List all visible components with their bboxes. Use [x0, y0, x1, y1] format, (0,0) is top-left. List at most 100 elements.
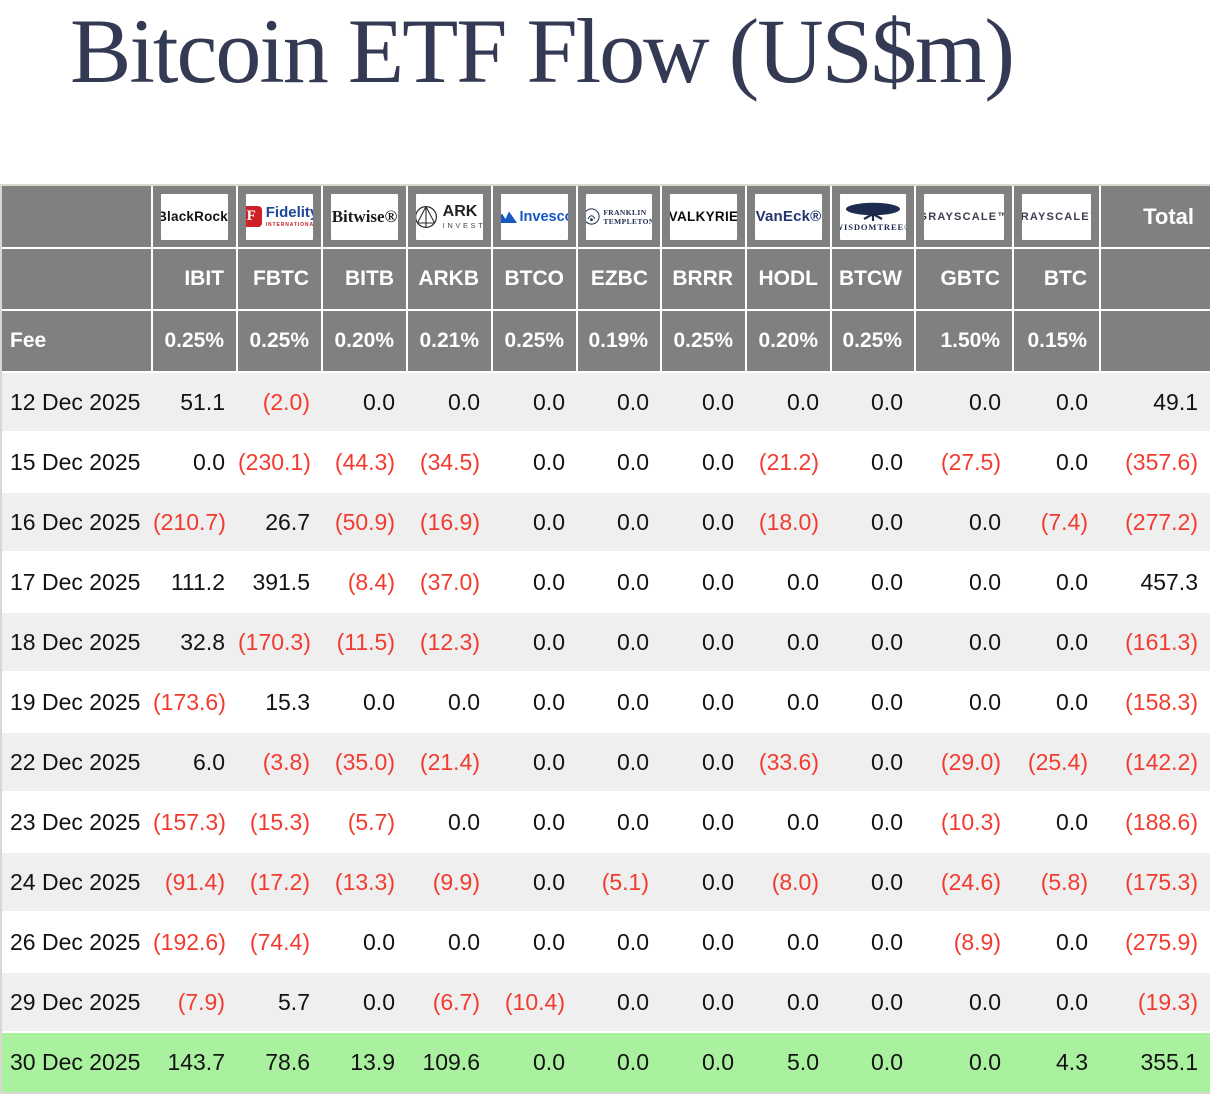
value-cell: (230.1)	[237, 431, 322, 492]
table-row: 29 Dec 2025 (7.9) 5.7 0.0 (6.7) (10.4) 0.0 0.0 0…	[2, 971, 1210, 1032]
table-row: 15 Dec 2025 0.0 (230.1) (44.3) (34.5) 0.0 0.0 0…	[2, 431, 1210, 492]
value-cell: (15.3)	[237, 791, 322, 852]
total-cell: (275.9)	[1100, 911, 1210, 972]
value-cell: 0.0	[492, 551, 577, 612]
ticker-cell: GBTC	[915, 248, 1014, 311]
date-cell: 18 Dec 2025	[2, 611, 152, 672]
value-cell: (5.7)	[322, 791, 407, 852]
ticker-cell: ARKB	[407, 248, 493, 311]
value-cell: 13.9	[322, 1031, 407, 1092]
value-cell: 0.0	[915, 611, 1013, 672]
value-cell: 109.6	[407, 1031, 492, 1092]
ticker-cell: BTC	[1013, 248, 1101, 311]
provider-logo-cell: WISDOMTREE®	[831, 186, 916, 249]
value-cell: 0.0	[915, 1031, 1013, 1092]
fidelity-logo: FFidelityINTERNATIONAL	[246, 205, 313, 228]
value-cell: (5.8)	[1013, 851, 1100, 912]
value-cell: 0.0	[915, 491, 1013, 552]
fidelity-logo-text: Fidelity	[265, 204, 313, 221]
logo-box: WISDOMTREE®	[840, 193, 906, 240]
etf-flow-table-container: BlackRock. FFidelityINTERNATIONAL Bitwise®…	[0, 184, 1210, 1094]
value-cell: 0.0	[831, 491, 915, 552]
value-cell: 15.3	[237, 671, 322, 732]
value-cell: 0.0	[492, 1031, 577, 1092]
value-cell: (210.7)	[152, 491, 237, 552]
provider-logo-cell: Invesco	[492, 186, 578, 249]
value-cell: 0.0	[746, 911, 831, 972]
value-cell: (33.6)	[746, 731, 831, 792]
corner-cell	[2, 248, 153, 311]
value-cell: 0.0	[492, 851, 577, 912]
value-cell: (21.2)	[746, 431, 831, 492]
value-cell: (173.6)	[152, 671, 237, 732]
value-cell: 0.0	[577, 371, 661, 432]
value-cell: 0.0	[661, 791, 746, 852]
value-cell: 0.0	[152, 431, 237, 492]
value-cell: 5.0	[746, 1031, 831, 1092]
value-cell: 0.0	[577, 551, 661, 612]
value-cell: (17.2)	[237, 851, 322, 912]
fee-cell: 0.25%	[492, 310, 578, 373]
grayscale-logo: GRAYSCALE™	[924, 210, 1004, 223]
value-cell: 0.0	[831, 791, 915, 852]
ticker-cell: FBTC	[237, 248, 323, 311]
table-row: 16 Dec 2025 (210.7) 26.7 (50.9) (16.9) 0.0 0.0…	[2, 491, 1210, 552]
provider-logo-cell: FFidelityINTERNATIONAL	[237, 186, 323, 249]
etf-flow-table: BlackRock. FFidelityINTERNATIONAL Bitwise®…	[2, 186, 1210, 1092]
ark-globe-icon	[416, 205, 437, 228]
total-cell: (161.3)	[1100, 611, 1210, 672]
table-row: 24 Dec 2025 (91.4) (17.2) (13.3) (9.9) 0.0 (5.…	[2, 851, 1210, 912]
value-cell: 0.0	[1013, 611, 1100, 672]
date-cell: 19 Dec 2025	[2, 671, 152, 732]
value-cell: 0.0	[746, 551, 831, 612]
value-cell: 0.0	[407, 791, 492, 852]
value-cell: 111.2	[152, 551, 237, 612]
value-cell: 6.0	[152, 731, 237, 792]
total-cell: 355.1	[1100, 1031, 1210, 1092]
fee-cell: 0.25%	[152, 310, 238, 373]
value-cell: 0.0	[746, 671, 831, 732]
date-cell: 30 Dec 2025	[2, 1031, 152, 1092]
fee-cell: 0.21%	[407, 310, 493, 373]
value-cell: 0.0	[746, 791, 831, 852]
value-cell: (44.3)	[322, 431, 407, 492]
logo-box: GRAYSCALE™	[1022, 193, 1091, 240]
value-cell: 0.0	[577, 791, 661, 852]
logo-box: Invesco	[501, 193, 568, 240]
value-cell: (157.3)	[152, 791, 237, 852]
value-cell: 0.0	[492, 611, 577, 672]
value-cell: 0.0	[322, 671, 407, 732]
value-cell: 0.0	[1013, 671, 1100, 732]
value-cell: 0.0	[1013, 791, 1100, 852]
value-cell: (21.4)	[407, 731, 492, 792]
value-cell: 78.6	[237, 1031, 322, 1092]
value-cell: (6.7)	[407, 971, 492, 1032]
value-cell: 0.0	[661, 731, 746, 792]
provider-logo-cell: BlackRock.	[152, 186, 238, 249]
value-cell: (8.0)	[746, 851, 831, 912]
total-spacer-cell	[1100, 248, 1210, 311]
logo-box: Bitwise®	[331, 193, 398, 240]
value-cell: (50.9)	[322, 491, 407, 552]
value-cell: 0.0	[1013, 431, 1100, 492]
value-cell: 0.0	[492, 791, 577, 852]
value-cell: 0.0	[492, 731, 577, 792]
value-cell: 0.0	[831, 551, 915, 612]
value-cell: 0.0	[492, 491, 577, 552]
date-cell: 29 Dec 2025	[2, 971, 152, 1032]
value-cell: (10.3)	[915, 791, 1013, 852]
logo-box: BlackRock.	[161, 193, 228, 240]
logo-box: GRAYSCALE™	[924, 193, 1004, 240]
value-cell: 5.7	[237, 971, 322, 1032]
date-cell: 16 Dec 2025	[2, 491, 152, 552]
value-cell: (11.5)	[322, 611, 407, 672]
ticker-cell: BRRR	[661, 248, 747, 311]
fee-cell: 0.25%	[831, 310, 916, 373]
value-cell: 0.0	[661, 431, 746, 492]
corner-cell	[2, 186, 153, 249]
ark-logo-text: ARK	[442, 202, 478, 220]
total-cell: 49.1	[1100, 371, 1210, 432]
value-cell: 0.0	[831, 611, 915, 672]
valkyrie-logo: VALKYRIE	[670, 209, 737, 224]
blackrock-logo: BlackRock.	[161, 209, 228, 224]
